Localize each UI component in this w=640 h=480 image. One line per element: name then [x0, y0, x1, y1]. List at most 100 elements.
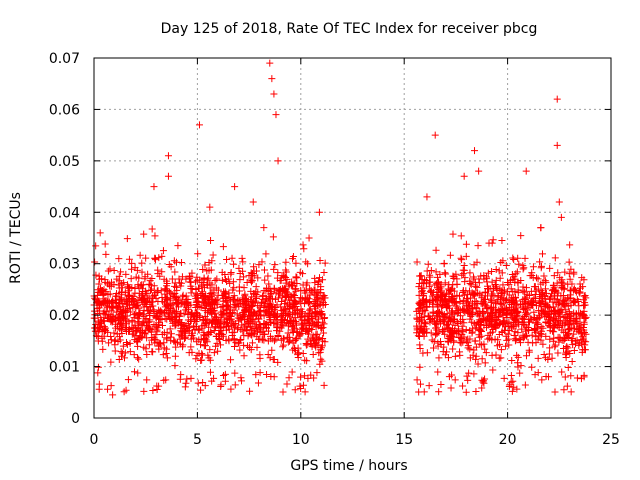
data-point [248, 320, 256, 328]
data-point [550, 272, 558, 280]
x-tick-label: 15 [395, 432, 413, 448]
data-point [266, 313, 274, 321]
data-point [250, 263, 258, 271]
data-point [229, 309, 237, 317]
data-point [423, 193, 431, 201]
data-point [192, 355, 200, 363]
data-point [296, 268, 304, 276]
data-point [571, 340, 579, 348]
data-point [532, 294, 540, 302]
data-point [434, 279, 442, 287]
data-point [123, 312, 131, 320]
data-point [449, 294, 457, 302]
data-point [287, 293, 295, 301]
data-point [95, 319, 103, 327]
data-point [433, 291, 441, 299]
data-point [198, 356, 206, 364]
data-point [182, 379, 190, 387]
data-point [226, 279, 234, 287]
data-point [185, 306, 193, 314]
data-point [268, 346, 276, 354]
data-point [94, 333, 102, 341]
data-point [570, 346, 578, 354]
data-point [417, 322, 425, 330]
data-point [445, 315, 453, 323]
data-point [136, 251, 144, 259]
data-point [560, 386, 568, 394]
data-point [455, 292, 463, 300]
data-point [444, 354, 452, 362]
data-point [567, 313, 575, 321]
data-point [208, 289, 216, 297]
data-point [497, 354, 505, 362]
data-point [553, 141, 561, 149]
data-point [91, 258, 99, 266]
data-point [473, 283, 481, 291]
data-point [466, 280, 474, 288]
data-point [580, 311, 588, 319]
data-point [184, 310, 192, 318]
data-point [158, 252, 166, 260]
data-point [232, 339, 240, 347]
data-point [513, 351, 521, 359]
data-point [553, 279, 561, 287]
data-point [462, 252, 470, 260]
data-point [230, 260, 238, 268]
data-point [528, 331, 536, 339]
data-point [514, 254, 522, 262]
data-point [172, 283, 180, 291]
data-point [568, 358, 576, 366]
data-point [163, 307, 171, 315]
data-point [321, 294, 329, 302]
data-point [150, 321, 158, 329]
data-point [316, 257, 324, 265]
data-point [195, 121, 203, 129]
data-point [513, 312, 521, 320]
data-point [458, 271, 466, 279]
data-point [431, 317, 439, 325]
data-point [528, 269, 536, 277]
data-point [488, 351, 496, 359]
grid-lines [94, 58, 611, 418]
data-point [112, 316, 120, 324]
y-tick-label: 0.04 [49, 205, 80, 221]
data-point [163, 280, 171, 288]
data-point [560, 336, 568, 344]
data-point [203, 338, 211, 346]
data-point [242, 296, 250, 304]
data-point [482, 349, 490, 357]
data-point [221, 370, 229, 378]
data-point [506, 381, 514, 389]
data-point [462, 388, 470, 396]
data-point [473, 258, 481, 266]
data-point [187, 335, 195, 343]
data-point [468, 325, 476, 333]
data-point [560, 314, 568, 322]
data-point [537, 323, 545, 331]
data-point [317, 355, 325, 363]
data-point [313, 301, 321, 309]
data-point [206, 368, 214, 376]
data-point [321, 259, 329, 267]
data-point [217, 313, 225, 321]
data-point [246, 387, 254, 395]
data-point [472, 289, 480, 297]
data-point [165, 310, 173, 318]
data-point [92, 271, 100, 279]
data-point [445, 373, 453, 381]
data-point [193, 351, 201, 359]
data-point [155, 306, 163, 314]
data-point [457, 339, 465, 347]
data-point [561, 319, 569, 327]
data-point [529, 299, 537, 307]
data-point [581, 315, 589, 323]
data-point [160, 275, 168, 283]
data-point [315, 334, 323, 342]
data-point [307, 286, 315, 294]
data-point [459, 315, 467, 323]
data-point [95, 385, 103, 393]
data-point [288, 316, 296, 324]
data-point [258, 336, 266, 344]
data-point [101, 240, 109, 248]
data-point [208, 295, 216, 303]
